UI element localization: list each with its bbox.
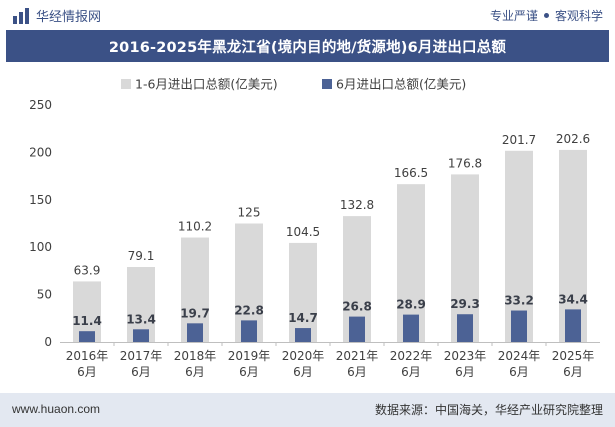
- y-tick-label: 50: [37, 288, 52, 302]
- x-tick-label-month: 6月: [563, 365, 583, 379]
- slogan-dot-icon: [543, 13, 549, 18]
- x-tick-label-year: 2019年: [228, 349, 271, 363]
- bars: 63.9 11.4 79.1 13.4 110.2 19.7 125 22.8 104.5 14.…: [72, 132, 590, 342]
- legend: 1-6月进出口总额(亿美元) 6月进出口总额(亿美元): [121, 77, 466, 92]
- legend-item-june-label: 6月进出口总额(亿美元): [336, 77, 466, 92]
- data-label-total: 110.2: [178, 220, 212, 234]
- data-label-total: 166.5: [394, 166, 428, 180]
- data-label-june: 26.8: [342, 300, 372, 314]
- bar-june: [187, 323, 203, 342]
- x-tick-label-month: 6月: [347, 365, 367, 379]
- bar-june: [565, 309, 581, 342]
- x-tick-label-month: 6月: [131, 365, 151, 379]
- legend-item-total-label: 1-6月进出口总额(亿美元): [135, 77, 278, 92]
- data-label-total: 202.6: [556, 132, 590, 146]
- data-label-june: 34.4: [558, 292, 588, 306]
- x-tick-label-month: 6月: [77, 365, 97, 379]
- bar-june: [241, 320, 257, 342]
- y-tick-label: 100: [29, 240, 52, 254]
- x-axis: 2016年 6月 2017年 6月 2018年 6月 2019年 6月 2020年 6月 2021年…: [60, 342, 600, 379]
- x-tick-label-year: 2023年: [444, 349, 487, 363]
- x-tick-label-year: 2025年: [552, 349, 595, 363]
- data-label-june: 13.4: [126, 312, 156, 326]
- bar-chart: 1-6月进出口总额(亿美元) 6月进出口总额(亿美元) 0 50 100 150 200 2…: [29, 77, 600, 379]
- brand-logo-icon: [13, 7, 29, 24]
- x-tick-label-month: 6月: [455, 365, 475, 379]
- footer-website[interactable]: www.huaon.com: [12, 402, 101, 416]
- x-tick-label-year: 2020年: [282, 349, 325, 363]
- data-label-june: 11.4: [72, 314, 102, 328]
- x-tick-label-year: 2016年: [66, 349, 109, 363]
- bar-total: [505, 150, 533, 342]
- slogan-left: 专业严谨: [489, 9, 538, 23]
- bar-june: [457, 314, 473, 342]
- bar-total: [451, 174, 479, 342]
- bar-total: [289, 242, 317, 342]
- x-tick-label-year: 2021年: [336, 349, 379, 363]
- slogan-right: 客观科学: [554, 9, 603, 23]
- brand: 华经情报网: [12, 6, 101, 25]
- y-tick-label: 0: [44, 335, 52, 349]
- x-tick-label-month: 6月: [293, 365, 313, 379]
- bar-june: [349, 316, 365, 342]
- data-label-total: 201.7: [502, 133, 536, 147]
- data-label-total: 125: [238, 206, 261, 220]
- legend-item-june-swatch: [322, 79, 332, 89]
- data-label-june: 33.2: [504, 294, 534, 308]
- y-axis: 0 50 100 150 200 250: [29, 98, 52, 349]
- y-tick-label: 250: [29, 98, 52, 112]
- bar-june: [133, 329, 149, 342]
- brand-name: 华经情报网: [36, 10, 102, 25]
- bar-june: [79, 331, 95, 342]
- title-bar: 2016-2025年黑龙江省(境内目的地/货源地)6月进出口总额: [6, 30, 609, 62]
- data-label-total: 104.5: [286, 225, 320, 239]
- x-tick-label-month: 6月: [401, 365, 421, 379]
- y-tick-label: 200: [29, 145, 52, 159]
- x-tick-label-month: 6月: [509, 365, 529, 379]
- top-bar: 华经情报网 专业严谨 客观科学: [0, 0, 615, 28]
- chart-title: 2016-2025年黑龙江省(境内目的地/货源地)6月进出口总额: [108, 39, 507, 56]
- x-tick-label-year: 2022年: [390, 349, 433, 363]
- data-label-total: 79.1: [128, 249, 155, 263]
- bar-june: [295, 328, 311, 342]
- data-label-total: 176.8: [448, 156, 482, 170]
- data-label-june: 29.3: [450, 297, 480, 311]
- x-tick-label-year: 2018年: [174, 349, 217, 363]
- footer-bar: www.huaon.com 数据来源：中国海关，华经产业研究院整理: [0, 393, 615, 427]
- slogan: 专业严谨 客观科学: [490, 7, 603, 24]
- x-tick-label-year: 2024年: [498, 349, 541, 363]
- data-label-june: 14.7: [288, 311, 318, 325]
- bar-june: [403, 314, 419, 342]
- legend-item-total-swatch: [121, 79, 131, 89]
- footer-source: 数据来源：中国海关，华经产业研究院整理: [374, 403, 603, 417]
- y-tick-label: 150: [29, 193, 52, 207]
- data-label-total: 63.9: [74, 263, 101, 277]
- x-tick-label-year: 2017年: [120, 349, 163, 363]
- data-label-total: 132.8: [340, 198, 374, 212]
- data-label-june: 28.9: [396, 298, 426, 312]
- data-label-june: 19.7: [180, 306, 210, 320]
- bar-june: [511, 310, 527, 342]
- data-label-june: 22.8: [234, 303, 264, 317]
- x-tick-label-month: 6月: [185, 365, 205, 379]
- x-tick-label-month: 6月: [239, 365, 259, 379]
